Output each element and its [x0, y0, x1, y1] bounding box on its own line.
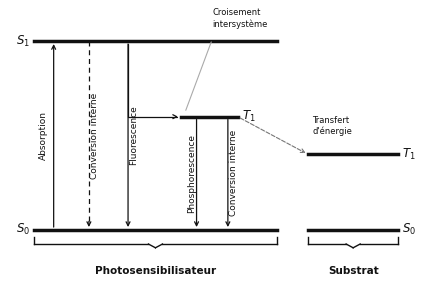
Text: Transfert
d'énergie: Transfert d'énergie: [312, 116, 352, 137]
Text: Photosensibilisateur: Photosensibilisateur: [95, 266, 216, 276]
Text: Phosphorescence: Phosphorescence: [187, 134, 196, 213]
Text: $S_0$: $S_0$: [402, 222, 416, 237]
Text: Fluorescence: Fluorescence: [129, 106, 139, 166]
Text: $S_0$: $S_0$: [16, 222, 30, 237]
Text: $T_1$: $T_1$: [402, 147, 416, 162]
Text: Croisement
intersystème: Croisement intersystème: [212, 8, 268, 29]
Text: Conversion interne: Conversion interne: [229, 130, 238, 217]
Text: $T_1$: $T_1$: [242, 109, 255, 124]
Text: Absorption: Absorption: [40, 111, 48, 160]
Text: Conversion interne: Conversion interne: [90, 92, 99, 179]
Text: $S_1$: $S_1$: [16, 34, 30, 49]
Text: Substrat: Substrat: [328, 266, 379, 276]
